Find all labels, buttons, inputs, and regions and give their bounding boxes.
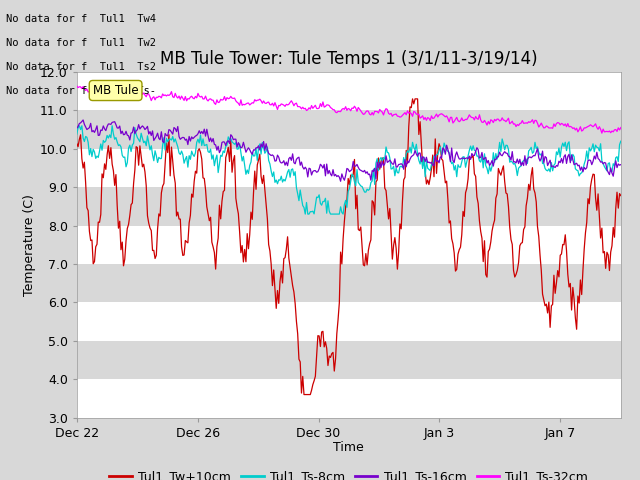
Bar	[77, 149, 621, 187]
Bar	[77, 110, 621, 149]
Text: No data for f  Tul1  Tw2: No data for f Tul1 Tw2	[6, 38, 156, 48]
X-axis label: Time: Time	[333, 441, 364, 454]
Bar	[77, 72, 621, 110]
Text: No data for f  Tul1  Ts-: No data for f Tul1 Ts-	[6, 86, 156, 96]
Bar	[77, 379, 621, 418]
Bar	[77, 341, 621, 379]
Text: No data for f  Tul1  Ts2: No data for f Tul1 Ts2	[6, 62, 156, 72]
Legend: Tul1_Tw+10cm, Tul1_Ts-8cm, Tul1_Ts-16cm, Tul1_Ts-32cm: Tul1_Tw+10cm, Tul1_Ts-8cm, Tul1_Ts-16cm,…	[104, 465, 593, 480]
Text: MB Tule: MB Tule	[93, 84, 138, 97]
Bar	[77, 302, 621, 341]
Y-axis label: Temperature (C): Temperature (C)	[23, 194, 36, 296]
Bar	[77, 264, 621, 302]
Bar	[77, 187, 621, 226]
Bar	[77, 226, 621, 264]
Text: No data for f  Tul1  Tw4: No data for f Tul1 Tw4	[6, 14, 156, 24]
Title: MB Tule Tower: Tule Temps 1 (3/1/11-3/19/14): MB Tule Tower: Tule Temps 1 (3/1/11-3/19…	[160, 49, 538, 68]
